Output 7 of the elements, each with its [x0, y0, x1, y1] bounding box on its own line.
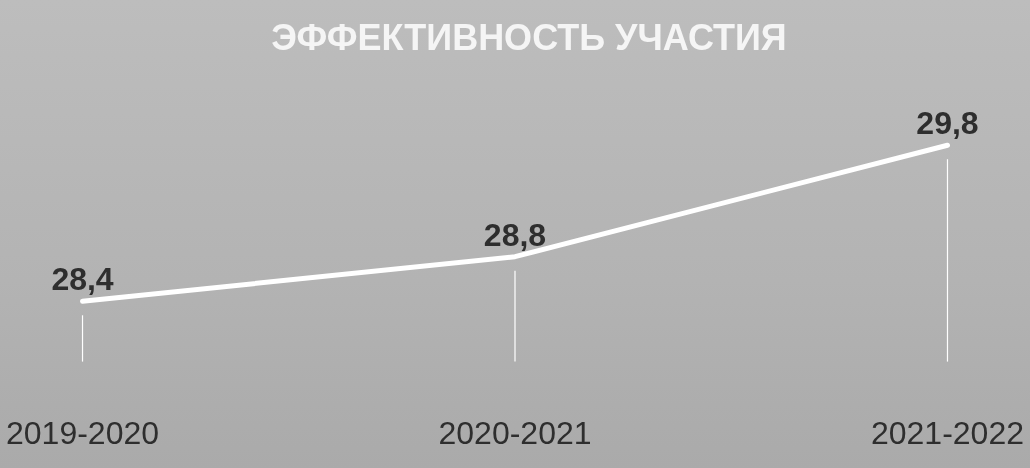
chart-title: ЭФФЕКТИВНОСТЬ УЧАСТИЯ — [271, 16, 787, 58]
data-label: 28,8 — [483, 216, 547, 253]
x-tick-label: 2019-2020 — [6, 414, 160, 451]
data-label: 29,8 — [916, 105, 979, 142]
data-label: 28,4 — [51, 261, 114, 298]
x-tick-label: 2020-2021 — [438, 414, 592, 451]
x-tick-label: 2021-2022 — [870, 414, 1024, 451]
